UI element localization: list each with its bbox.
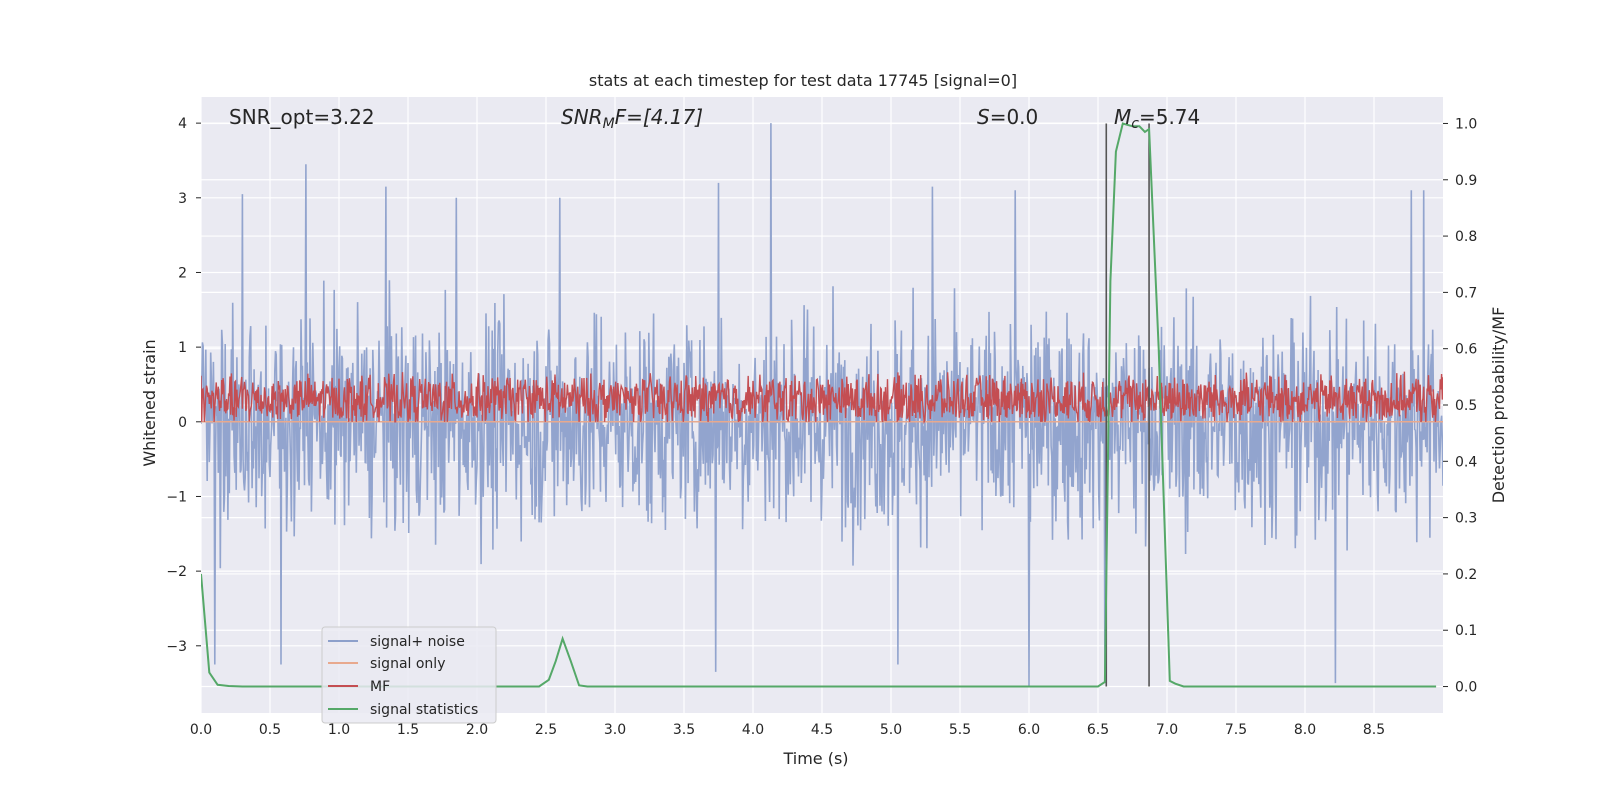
y-axis-right: 1.0 0.9 0.8 0.7 0.6 0.5 0.4 0.3 0.2 0.1 0.0 [1443, 116, 1477, 696]
y2-tick-label: 0.3 [1455, 511, 1477, 527]
y2-axis-label: Detection probability/MF [1489, 307, 1508, 504]
x-tick-label: 1.5 [397, 722, 419, 738]
series-layer [201, 122, 1443, 688]
legend: signal+ noise signal only MF signal stat… [321, 626, 497, 724]
legend-label-mf: MF [370, 679, 390, 695]
legend-label-signal-noise: signal+ noise [370, 634, 465, 650]
y-tick-label: 3 [178, 191, 187, 207]
plot-clip-group [201, 122, 1443, 688]
x-tick-label: 6.5 [1087, 722, 1109, 738]
y-axis-left: 4 3 2 1 0 −1 −2 −3 [166, 116, 201, 655]
snr-mf-symbol: SNR [561, 105, 603, 129]
signal-statistics-line [201, 122, 1437, 688]
y2-tick-label: 0.9 [1455, 173, 1477, 189]
snr-opt-annotation: SNR_opt=3.22 [229, 105, 375, 129]
legend-label-signal-only: signal only [370, 656, 445, 672]
x-tick-label: 2.5 [535, 722, 557, 738]
signal-noise-line [201, 123, 1443, 687]
y2-tick-label: 0.2 [1455, 567, 1477, 583]
y-tick-label: 2 [178, 265, 187, 281]
mc-symbol: M [1114, 105, 1131, 129]
legend-label-signal-statistics: signal statistics [370, 702, 478, 718]
x-tick-label: 2.0 [466, 722, 488, 738]
y-tick-label: 0 [178, 415, 187, 431]
y-axis-label: Whitened strain [140, 339, 159, 466]
mc-annotation: Mc=5.74 [1114, 105, 1200, 132]
s-symbol: S [977, 105, 990, 129]
y2-tick-label: 0.1 [1455, 623, 1477, 639]
snr-mf-annotation: SNRMF=[4.17] [561, 105, 703, 132]
snr-mf-value: F=[4.17] [615, 105, 703, 129]
x-tick-label: 8.5 [1363, 722, 1385, 738]
y-tick-label: 1 [178, 340, 187, 356]
s-annotation: S=0.0 [977, 105, 1038, 129]
x-axis: 0.0 0.5 1.0 1.5 2.0 2.5 3.0 3.5 4.0 4.5 5.0 5.5 6.0 6… [190, 722, 1385, 738]
y2-tick-label: 0.0 [1455, 680, 1477, 696]
y-tick-label: −3 [166, 639, 187, 655]
x-tick-label: 7.5 [1225, 722, 1247, 738]
x-tick-label: 7.0 [1156, 722, 1178, 738]
x-tick-label: 4.5 [811, 722, 833, 738]
y2-tick-label: 0.8 [1455, 229, 1477, 245]
y2-tick-label: 1.0 [1455, 116, 1477, 132]
grid [200, 97, 1443, 713]
mf-line [201, 371, 1443, 425]
y2-tick-label: 0.6 [1455, 342, 1477, 358]
x-tick-label: 4.0 [742, 722, 764, 738]
x-tick-label: 0.0 [190, 722, 212, 738]
x-tick-label: 5.0 [880, 722, 902, 738]
snr-mf-subscript: M [603, 116, 615, 132]
legend-box [321, 626, 497, 724]
y-tick-label: −1 [166, 489, 187, 505]
chart-title: stats at each timestep for test data 177… [589, 71, 1017, 90]
mc-value: =5.74 [1139, 105, 1200, 129]
x-tick-label: 3.5 [673, 722, 695, 738]
y2-tick-label: 0.4 [1455, 454, 1477, 470]
x-tick-label: 6.0 [1018, 722, 1040, 738]
mc-subscript: c [1131, 116, 1139, 132]
y2-tick-label: 0.7 [1455, 285, 1477, 301]
y-tick-label: 4 [178, 116, 187, 132]
x-tick-label: 3.0 [604, 722, 626, 738]
y-tick-label: −2 [166, 564, 187, 580]
x-axis-label: Time (s) [782, 749, 848, 768]
x-tick-label: 0.5 [259, 722, 281, 738]
x-tick-label: 1.0 [328, 722, 350, 738]
x-tick-label: 5.5 [949, 722, 971, 738]
x-tick-label: 8.0 [1294, 722, 1316, 738]
s-value: =0.0 [990, 105, 1039, 129]
y2-tick-label: 0.5 [1455, 398, 1477, 414]
